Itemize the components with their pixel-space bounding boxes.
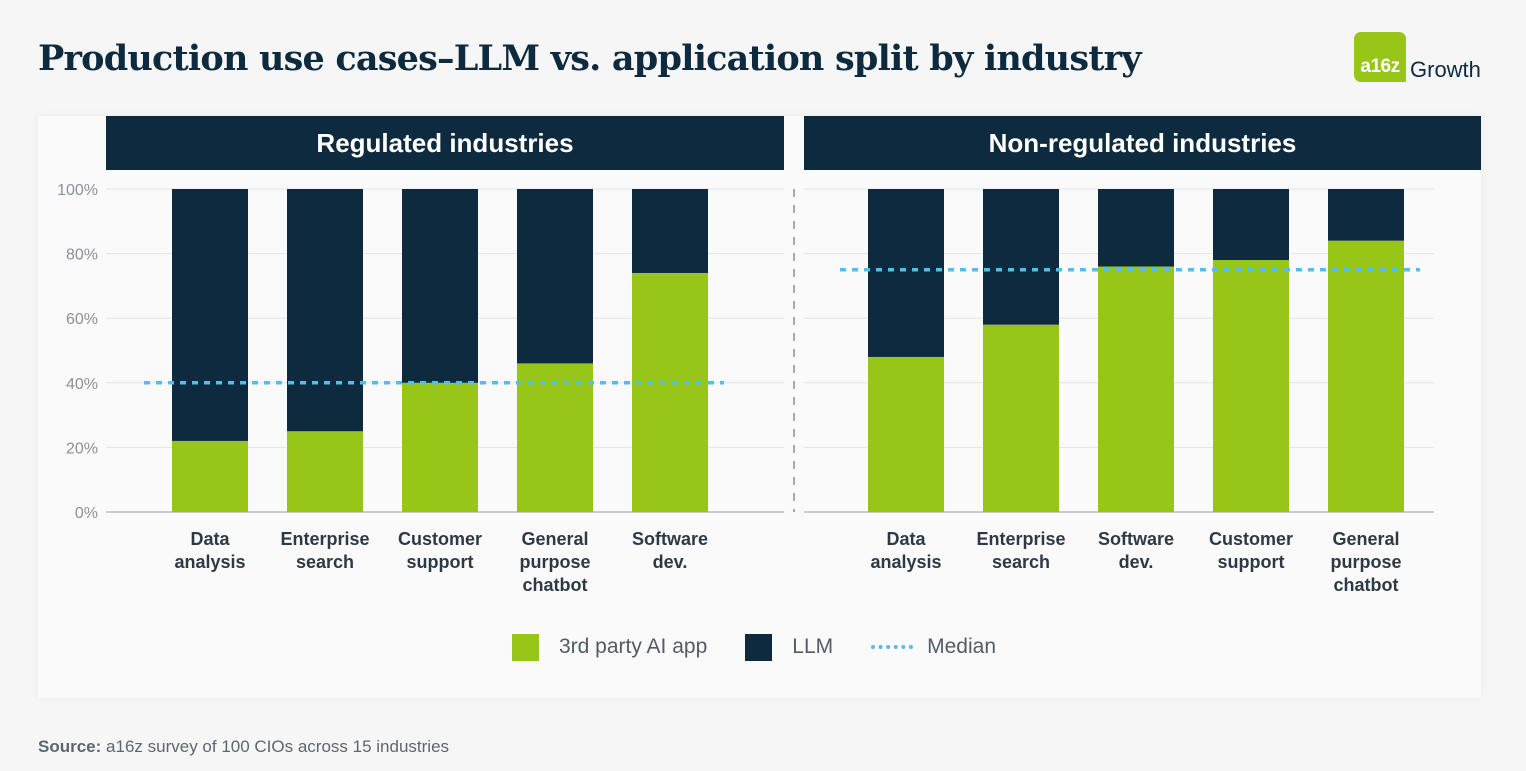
page-title: Production use cases–LLM vs. application… (38, 38, 1142, 79)
y-tick-label: 100% (57, 182, 98, 199)
source-label: Source: (38, 737, 102, 756)
bar-llm (402, 189, 478, 383)
legend-swatch (745, 633, 773, 661)
source-note: Source: a16z survey of 100 CIOs across 1… (38, 737, 449, 757)
x-tick-label: Customer support (1209, 529, 1293, 572)
legend-item: 3rd party AI app (512, 633, 708, 661)
legend-label: Median (927, 635, 997, 658)
bar-3rd-party-ai-app (983, 324, 1059, 512)
y-tick-label: 0% (75, 505, 98, 522)
y-tick-label: 60% (66, 311, 98, 328)
chart-legend: 3rd party AI app LLM Median (512, 632, 1034, 662)
legend-label: LLM (792, 635, 834, 658)
bar-3rd-party-ai-app (868, 356, 944, 512)
bar-3rd-party-ai-app (287, 431, 363, 512)
source-text: a16z survey of 100 CIOs across 15 indust… (106, 737, 450, 756)
panel-header-title: Non-regulated industries (989, 128, 1297, 158)
y-tick-label: 20% (66, 440, 98, 457)
x-tick-label: General purpose chatbot (519, 529, 590, 595)
logo-mark: a16z (1360, 56, 1400, 77)
bar-llm (983, 189, 1059, 325)
bar-3rd-party-ai-app (172, 440, 248, 512)
x-tick-label: Data analysis (174, 529, 245, 572)
logo-word: Growth (1410, 57, 1481, 82)
bar-llm (517, 189, 593, 364)
bar-3rd-party-ai-app (402, 382, 478, 512)
bar-llm (287, 189, 363, 432)
bar-3rd-party-ai-app (1098, 266, 1174, 512)
x-tick-label: General purpose chatbot (1330, 529, 1401, 595)
bar-llm (1098, 189, 1174, 267)
legend-swatch (512, 633, 539, 661)
bar-3rd-party-ai-app (517, 363, 593, 512)
x-tick-label: Software dev. (632, 529, 708, 572)
x-tick-label: Data analysis (870, 529, 941, 572)
chart-card: 0% 20% 40% 60% 80% 100% Regulated industries Da… (38, 116, 1481, 698)
legend-label: 3rd party AI app (559, 635, 708, 658)
chart-svg: 0% 20% 40% 60% 80% 100% Regulated industries Da… (57, 116, 1481, 595)
bar-llm (868, 189, 944, 357)
bar-llm (1213, 189, 1289, 261)
panel-header-title: Regulated industries (316, 128, 573, 158)
panel-header (106, 116, 784, 170)
x-tick-label: Customer support (398, 529, 482, 572)
panel-header (804, 116, 1481, 170)
logo-badge: a16z (1354, 32, 1406, 82)
x-tick-label: Software dev. (1098, 529, 1174, 572)
x-tick-label: Enterprise search (976, 529, 1065, 572)
bar-llm (172, 189, 248, 441)
bar-3rd-party-ai-app (1328, 240, 1404, 512)
legend-item: Median (871, 635, 996, 659)
legend-item: LLM (745, 633, 834, 661)
bar-llm (632, 189, 708, 273)
legend-dotted-line (871, 645, 914, 649)
bar-llm (1328, 189, 1404, 241)
y-tick-label: 80% (66, 247, 98, 264)
x-tick-label: Enterprise search (280, 529, 369, 572)
bar-3rd-party-ai-app (1213, 260, 1289, 512)
y-tick-label: 40% (66, 376, 98, 393)
bar-3rd-party-ai-app (632, 272, 708, 512)
